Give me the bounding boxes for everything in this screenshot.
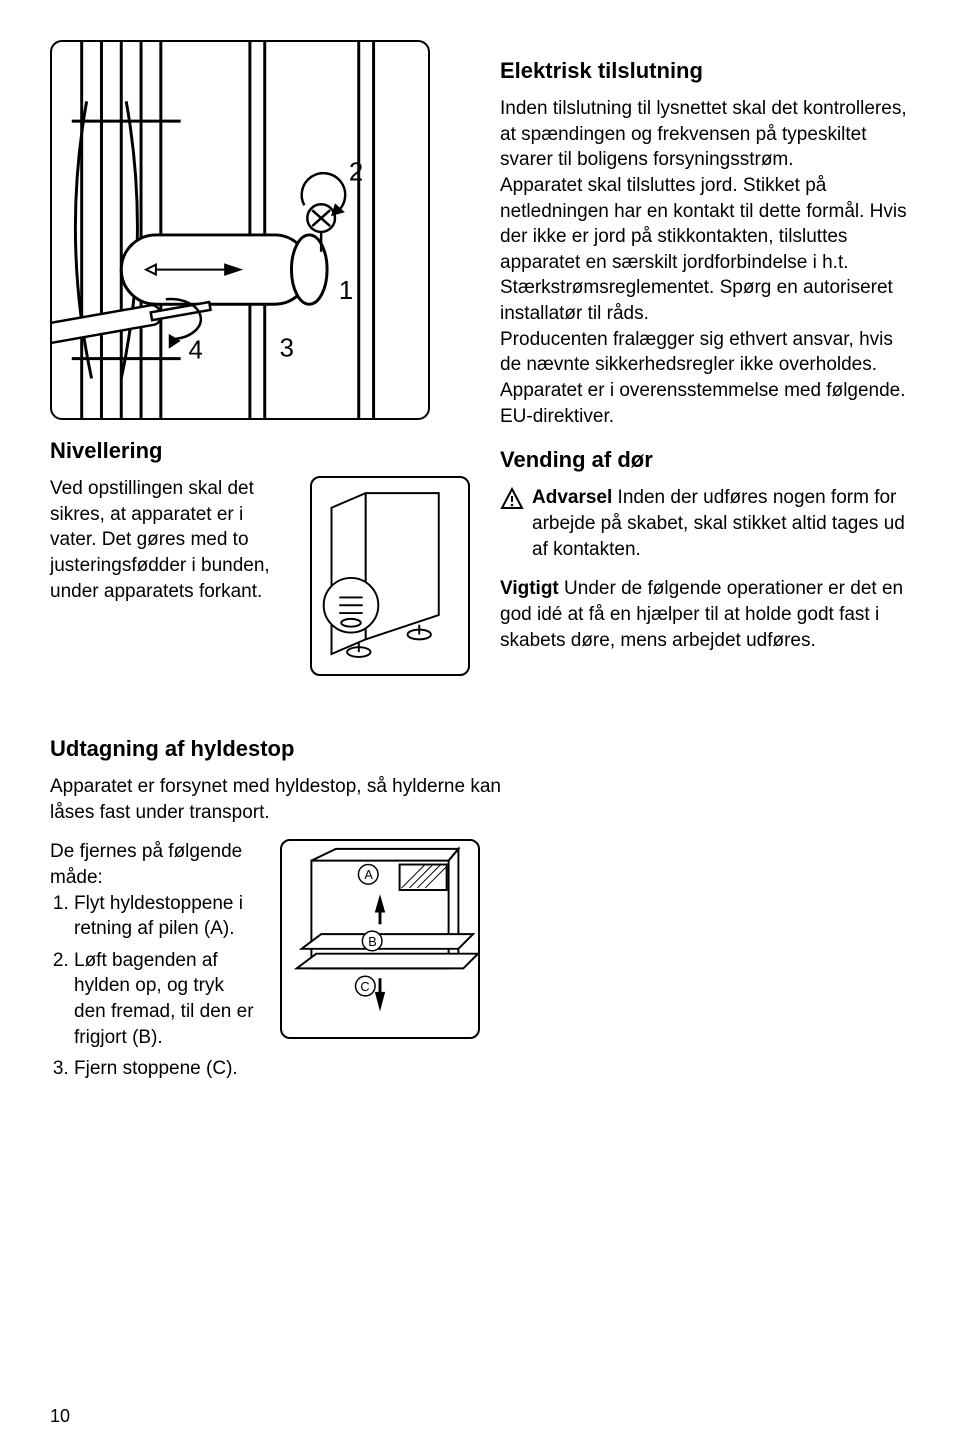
elektrisk-p1: Inden tilslutning til lysnettet skal det… — [500, 96, 910, 173]
udtagning-section: Udtagning af hyldestop Apparatet er fors… — [50, 736, 510, 1088]
udtagning-heading: Udtagning af hyldestop — [50, 736, 510, 762]
fjernes-intro: De fjernes på følgende måde: — [50, 839, 260, 890]
nivellering-text: Ved opstillingen skal det sikres, at app… — [50, 476, 292, 604]
left-column: 2 1 3 4 Nivellering Ved opstillingen ska… — [50, 40, 470, 676]
page-number: 10 — [50, 1406, 70, 1427]
nivellering-heading: Nivellering — [50, 438, 470, 464]
advarsel-text: Advarsel Inden der udføres nogen form fo… — [532, 485, 910, 562]
right-column: Elektrisk tilslutning Inden tilslutning … — [500, 40, 910, 676]
shelf-label-b: B — [368, 934, 377, 949]
shelf-row: De fjernes på følgende måde: Flyt hyldes… — [50, 839, 510, 1088]
warning-icon — [500, 487, 524, 511]
step-3: Fjern stoppene (C). — [74, 1056, 260, 1082]
vigtigt-text: Vigtigt Under de følgende operationer er… — [500, 576, 910, 653]
elektrisk-p3: Producenten fralægger sig ethvert ansvar… — [500, 327, 910, 378]
shelf-diagram: A B C — [280, 839, 480, 1039]
leveling-diagram — [310, 476, 470, 676]
shelf-label-a: A — [364, 868, 373, 883]
step-2: Løft bagenden af hylden op, og tryk den … — [74, 948, 260, 1051]
spacer-diagram: 2 1 3 4 — [50, 40, 430, 420]
diagram-label-4: 4 — [189, 337, 203, 365]
step-1: Flyt hyldestoppene i retning af pilen (A… — [74, 891, 260, 942]
shelf-label-c: C — [360, 979, 369, 994]
steps-list: Flyt hyldestoppene i retning af pilen (A… — [50, 891, 260, 1082]
advarsel-label: Advarsel — [532, 487, 612, 508]
vending-heading: Vending af dør — [500, 447, 910, 473]
advarsel-row: Advarsel Inden der udføres nogen form fo… — [500, 485, 910, 562]
nivellering-row: Ved opstillingen skal det sikres, at app… — [50, 476, 470, 676]
vigtigt-label: Vigtigt — [500, 578, 559, 599]
elektrisk-p4: Apparatet er i overensstemmelse med følg… — [500, 378, 910, 429]
elektrisk-p2: Apparatet skal tilsluttes jord. Stikket … — [500, 173, 910, 327]
diagram-label-2: 2 — [349, 159, 363, 187]
main-two-column: 2 1 3 4 Nivellering Ved opstillingen ska… — [50, 40, 910, 676]
vigtigt-body: Under de følgende operationer er det en … — [500, 578, 903, 650]
elektrisk-heading: Elektrisk tilslutning — [500, 58, 910, 84]
diagram-label-3: 3 — [280, 335, 294, 363]
udtagning-intro: Apparatet er forsynet med hyldestop, så … — [50, 774, 510, 825]
diagram-label-1: 1 — [339, 277, 353, 305]
